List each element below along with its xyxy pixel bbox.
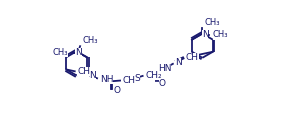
Text: CH₂: CH₂ — [145, 71, 162, 80]
Text: O: O — [159, 79, 166, 88]
Text: N: N — [90, 71, 96, 80]
Text: N: N — [202, 30, 208, 39]
Text: O: O — [113, 86, 120, 95]
Text: CH₃: CH₃ — [53, 48, 69, 57]
Text: NH: NH — [100, 75, 113, 84]
Text: CH: CH — [186, 53, 199, 62]
Text: CH₃: CH₃ — [82, 36, 98, 45]
Text: CH: CH — [77, 67, 90, 76]
Text: CH₂: CH₂ — [123, 76, 140, 85]
Text: HN: HN — [158, 64, 171, 72]
Text: CH₃: CH₃ — [204, 18, 219, 27]
Text: S: S — [135, 74, 140, 82]
Text: N: N — [175, 58, 182, 67]
Text: CH₃: CH₃ — [213, 30, 228, 39]
Text: N: N — [75, 48, 82, 57]
